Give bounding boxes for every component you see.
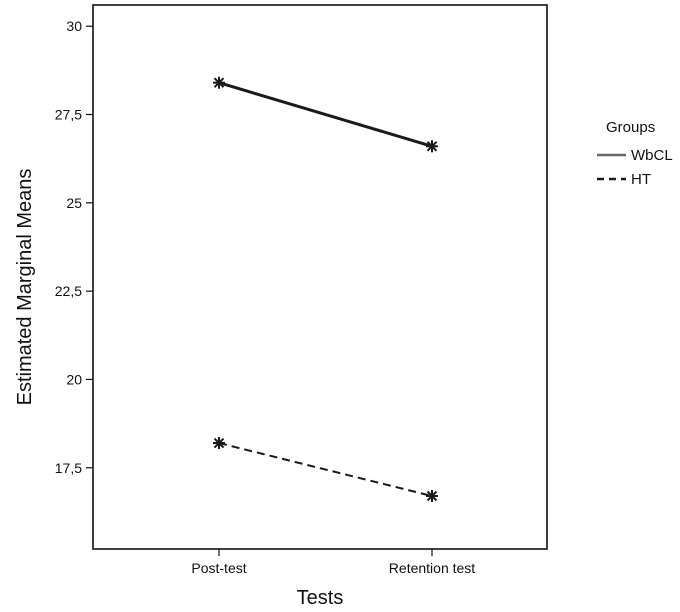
y-tick-label: 30 — [66, 18, 82, 34]
legend-label-ht: HT — [631, 171, 651, 188]
y-tick-label: 25 — [66, 195, 82, 211]
x-tick-label: Post-test — [191, 560, 246, 576]
y-axis-title: Estimated Marginal Means — [14, 169, 36, 406]
data-point-marker — [426, 140, 438, 153]
y-tick-label: 20 — [66, 371, 82, 387]
series-layer — [213, 76, 438, 503]
x-tick-label: Retention test — [389, 560, 475, 576]
legend: Groups WbCL HT — [597, 119, 673, 188]
x-axis-title: Tests — [297, 587, 344, 609]
y-axis: 17,5 20 22,5 25 27,5 30 — [55, 18, 93, 476]
series-line-wbcl — [218, 81, 433, 148]
plot-frame — [92, 4, 548, 550]
data-point-marker — [213, 437, 225, 450]
legend-title: Groups — [606, 119, 655, 136]
y-tick-label: 27,5 — [55, 107, 82, 123]
x-axis: Post-test Retention test — [191, 549, 475, 576]
series-line-ht — [218, 442, 433, 497]
data-point-marker — [213, 76, 225, 89]
data-point-marker — [426, 490, 438, 503]
y-tick-label: 17,5 — [55, 460, 82, 476]
legend-label-wbcl: WbCL — [631, 147, 673, 164]
y-tick-label: 22,5 — [55, 283, 82, 299]
